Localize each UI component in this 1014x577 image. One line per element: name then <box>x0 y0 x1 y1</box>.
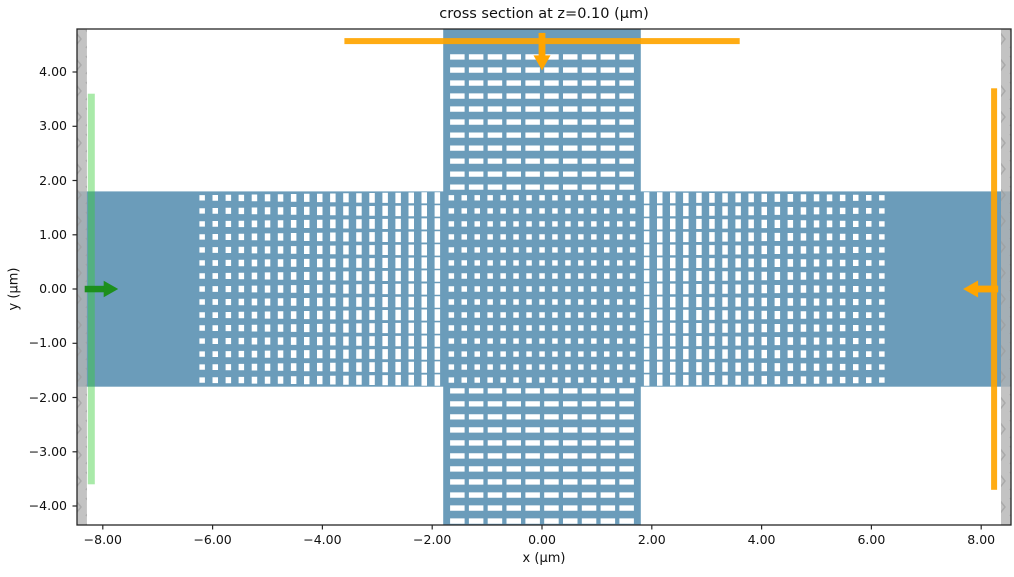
pml-boundary-left <box>77 29 87 525</box>
x-tick-label: −6.00 <box>193 532 232 547</box>
y-tick-label: 1.00 <box>39 226 67 242</box>
x-tick-label: −4.00 <box>303 532 342 547</box>
y-tick-label: 4.00 <box>39 64 67 79</box>
pml-hatch <box>1001 29 1011 525</box>
y-tick-label: 0.00 <box>39 281 67 296</box>
y-tick-label: 3.00 <box>39 118 67 134</box>
y-tick-label: −4.00 <box>28 498 67 513</box>
axes-frame <box>76 28 1012 526</box>
y-tick-label: −2.00 <box>28 389 67 405</box>
x-tick-label: 2.00 <box>637 532 666 547</box>
monitor-arrow-left <box>963 280 999 298</box>
y-tick-label: −1.00 <box>28 335 67 351</box>
pml-hatch <box>77 29 87 525</box>
swg-taper-holes <box>199 192 885 386</box>
plot-title: cross section at z=0.10 (μm) <box>439 6 649 22</box>
x-tick-label: 0.00 <box>528 532 556 547</box>
y-tick-label: 2.00 <box>39 172 67 188</box>
source-direction-arrow <box>84 280 119 298</box>
pml-boundary-right <box>1001 29 1011 525</box>
y-tick-label: −3.00 <box>28 443 67 459</box>
x-tick-label: 4.00 <box>747 532 776 547</box>
arrow-head <box>103 280 119 298</box>
arrow-shaft <box>977 285 999 293</box>
arrow-head <box>533 55 551 71</box>
swg-center-holes <box>448 195 636 383</box>
plot-contents <box>77 29 1011 525</box>
x-tick-label: −2.00 <box>413 532 452 547</box>
arrow-shaft <box>538 32 546 57</box>
swg-arm-holes <box>450 54 634 524</box>
x-tick-label: 8.00 <box>967 532 996 547</box>
x-axis-label: x (μm) <box>522 551 566 566</box>
arrow-shaft <box>84 285 105 293</box>
arrow-head <box>963 280 979 298</box>
x-tick-label: 6.00 <box>857 532 886 547</box>
x-tick-label: −8.00 <box>83 532 122 547</box>
monitor-arrow-down <box>533 32 551 71</box>
